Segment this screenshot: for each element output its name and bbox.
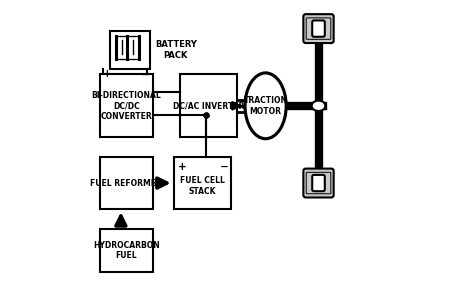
Text: FUEL CELL
STACK: FUEL CELL STACK: [180, 176, 225, 196]
FancyBboxPatch shape: [303, 169, 334, 197]
FancyBboxPatch shape: [312, 20, 325, 37]
Text: FUEL REFORMER: FUEL REFORMER: [90, 178, 162, 188]
Bar: [174, 157, 231, 209]
Text: +: +: [102, 69, 111, 79]
Text: −: −: [141, 69, 150, 79]
Bar: [180, 74, 237, 137]
Text: BATTERY
PACK: BATTERY PACK: [155, 40, 197, 60]
FancyBboxPatch shape: [306, 18, 331, 39]
Text: TRACTION
MOTOR: TRACTION MOTOR: [244, 96, 288, 116]
Ellipse shape: [245, 73, 286, 139]
Bar: [100, 74, 153, 137]
Ellipse shape: [311, 101, 325, 111]
Bar: [109, 31, 150, 69]
FancyBboxPatch shape: [306, 172, 331, 194]
Bar: [100, 229, 153, 272]
Text: HYDROCARBON
FUEL: HYDROCARBON FUEL: [93, 241, 160, 260]
FancyBboxPatch shape: [312, 175, 325, 191]
Text: BI-DIRECTIONAL
DC/DC
CONVERTER: BI-DIRECTIONAL DC/DC CONVERTER: [91, 91, 161, 121]
Text: DC/AC INVERTER: DC/AC INVERTER: [173, 101, 244, 110]
Text: +: +: [177, 162, 186, 172]
Text: −: −: [220, 162, 229, 172]
Bar: [100, 157, 153, 209]
FancyBboxPatch shape: [303, 14, 334, 43]
